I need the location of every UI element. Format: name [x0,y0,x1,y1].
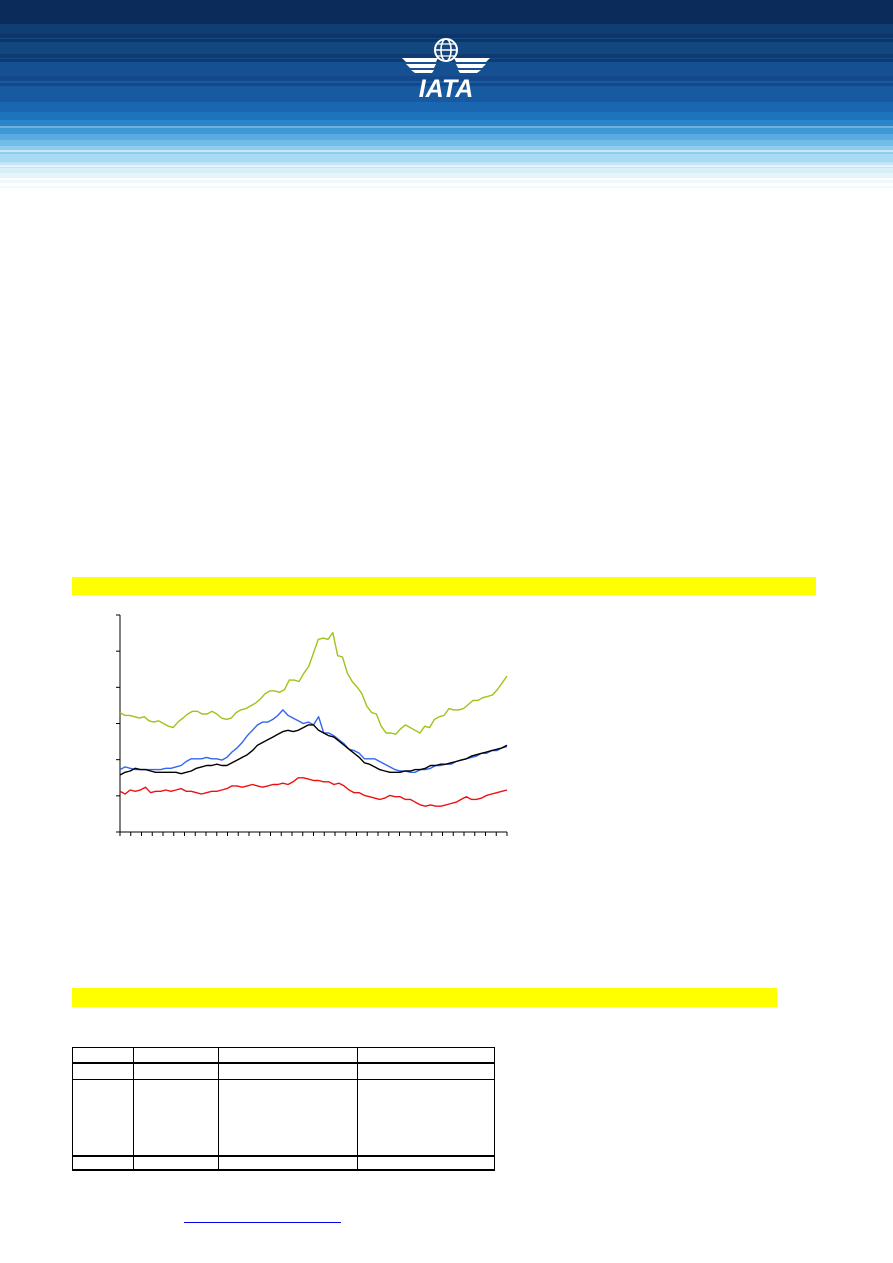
wings-icon [402,58,490,73]
series-line-1 [119,631,508,736]
table-cell [133,1047,219,1064]
table-cell [133,1079,219,1156]
table-cell [133,1063,219,1080]
table-cell [72,1047,134,1064]
chart-series [119,631,508,807]
iata-logo: IATA [402,38,490,103]
table-cell [72,1079,134,1156]
table-cell [218,1063,358,1080]
table-total-row [72,1155,495,1171]
table-cell [357,1155,495,1171]
table-header-row [72,1047,495,1064]
highlight-bar-table-heading [72,988,777,1007]
data-table [72,1047,495,1171]
series-line-4 [119,777,508,807]
banner-band-top [0,0,893,24]
chart-axes [116,614,508,836]
table-cell [72,1155,134,1171]
table-cell [357,1063,495,1080]
footer-link[interactable] [184,1208,341,1223]
series-line-3 [119,724,508,776]
globe-icon [434,38,458,62]
table-cell [133,1155,219,1171]
highlight-bar-chart-heading [72,577,816,595]
table-row [72,1063,495,1080]
table-cell [218,1047,358,1064]
table-cell [218,1155,358,1171]
line-chart [116,614,508,836]
table-cell [218,1079,358,1156]
table-cell [357,1047,495,1064]
table-cell [72,1063,134,1080]
logo-text: IATA [419,75,474,103]
table-row [72,1079,495,1156]
header-banner: IATA [0,0,893,195]
table-cell [357,1079,495,1156]
